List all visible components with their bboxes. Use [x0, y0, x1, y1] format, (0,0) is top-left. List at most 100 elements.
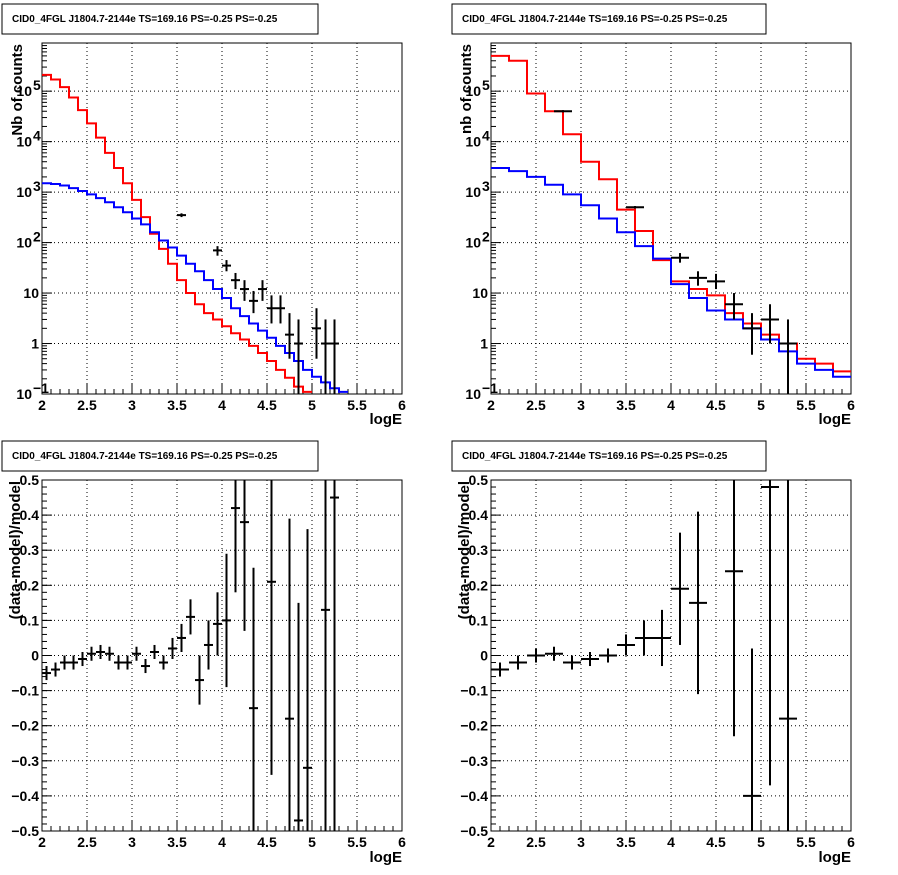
- data-point: [240, 480, 249, 631]
- y-axis-label: nb of counts: [458, 44, 475, 134]
- x-tick-label: 5.5: [796, 834, 816, 850]
- y-tick-label: 10: [16, 83, 32, 99]
- x-tick-label: 5.5: [347, 397, 367, 413]
- data-point: [114, 655, 123, 670]
- y-tick-exponent: −1: [33, 380, 49, 396]
- data-point: [240, 280, 249, 301]
- data-point: [635, 620, 653, 656]
- data-point: [195, 655, 204, 705]
- y-tick-label: −0.1: [460, 683, 488, 699]
- data-point: [563, 655, 581, 670]
- y-tick-label: 0.1: [469, 612, 489, 628]
- x-tick-label: 6: [847, 834, 855, 850]
- data-point: [581, 651, 599, 667]
- data-point: [491, 662, 509, 677]
- data-point: [689, 511, 707, 695]
- y-tick-label: 10: [16, 184, 32, 200]
- x-tick-label: 2: [487, 834, 495, 850]
- x-tick-label: 2: [487, 397, 495, 413]
- data-point: [312, 308, 321, 359]
- x-tick-label: 3.5: [616, 834, 636, 850]
- y-tick-label: 10: [465, 386, 481, 402]
- y-tick-label: 10: [16, 386, 32, 402]
- y-tick-label: 10: [472, 285, 488, 301]
- y-tick-label: 0.4: [20, 507, 40, 523]
- y-tick-label: 0.2: [469, 577, 489, 593]
- title-box: [1, 440, 319, 472]
- data-point: [231, 480, 240, 593]
- plot-area: 2 2.5 3 3.5 4 4.5 5 5.5 6 −0.5 −0.4 −0.3 −0.2 −0.1 0 0.…: [11, 472, 406, 850]
- data-point: [285, 313, 294, 359]
- y-tick-label: −0.4: [460, 788, 488, 804]
- panel-counts-right: CID0_4FGL J1804.7-2144e TS=169.16 PS=-0.…: [451, 3, 855, 428]
- data-point: [186, 599, 195, 635]
- data-point: [249, 567, 258, 831]
- y-tick-exponent: 5: [482, 77, 490, 93]
- data-point: [51, 662, 60, 677]
- x-tick-label: 4.5: [257, 397, 277, 413]
- y-tick-label: −0.1: [11, 683, 39, 699]
- y-tick-label: 0.2: [20, 577, 40, 593]
- data-point: [177, 623, 186, 652]
- chart-title: CID0_4FGL J1804.7-2144e TS=169.16 PS=-0.…: [462, 14, 728, 25]
- panel-counts-left: CID0_4FGL J1804.7-2144e TS=169.16 PS=-0.…: [1, 3, 406, 428]
- data-point: [671, 532, 689, 645]
- data-point: [294, 319, 303, 394]
- data-point: [132, 646, 141, 661]
- x-tick-label: 4.5: [706, 397, 726, 413]
- data-point: [105, 646, 114, 661]
- chart-title: CID0_4FGL J1804.7-2144e TS=169.16 PS=-0.…: [462, 451, 728, 462]
- x-tick-label: 5: [308, 397, 316, 413]
- y-axis-label: (data-model)/model: [7, 481, 24, 619]
- y-tick-label: 10: [16, 134, 32, 150]
- model-total-line: [42, 73, 312, 393]
- y-tick-exponent: −1: [482, 380, 498, 396]
- y-tick-label: 1: [480, 336, 488, 352]
- data-point: [231, 272, 240, 290]
- y-tick-label: 0.5: [20, 472, 40, 488]
- data-point: [87, 646, 96, 661]
- y-tick-label: 0: [31, 648, 39, 664]
- data-point: [321, 319, 330, 394]
- data-point: [141, 659, 150, 674]
- y-tick-label: −0.3: [460, 753, 488, 769]
- data-point: [60, 655, 69, 670]
- x-tick-label: 4.5: [257, 834, 277, 850]
- data-point: [617, 634, 635, 656]
- y-tick-label: 10: [16, 235, 32, 251]
- x-tick-label: 2.5: [77, 834, 97, 850]
- data-point: [276, 295, 285, 324]
- data-point: [321, 480, 330, 831]
- data-point: [222, 553, 231, 688]
- x-tick-label: 5: [757, 834, 765, 850]
- x-tick-label: 3.5: [167, 397, 187, 413]
- data-point: [213, 246, 222, 256]
- x-tick-label: 2.5: [77, 397, 97, 413]
- x-tick-label: 4: [218, 397, 226, 413]
- data-point: [761, 480, 779, 786]
- y-axis-label: Nb of counts: [9, 44, 26, 136]
- y-tick-label: −0.2: [460, 718, 488, 734]
- x-tick-label: 5: [308, 834, 316, 850]
- data-point: [96, 644, 105, 660]
- x-tick-label: 3.5: [616, 397, 636, 413]
- data-point: [168, 637, 177, 660]
- y-tick-label: 10: [465, 134, 481, 150]
- x-tick-label: 4: [218, 834, 226, 850]
- y-tick-exponent: 5: [33, 77, 41, 93]
- x-tick-label: 2.5: [526, 834, 546, 850]
- x-tick-label: 6: [847, 397, 855, 413]
- x-tick-label: 4.5: [706, 834, 726, 850]
- y-tick-label: 0.1: [20, 612, 40, 628]
- x-tick-label: 4: [667, 397, 675, 413]
- data-point: [330, 319, 339, 394]
- data-point: [150, 644, 159, 660]
- data-point: [707, 273, 725, 290]
- data-point: [743, 313, 761, 355]
- data-point: [285, 518, 294, 831]
- x-axis-label: logE: [370, 849, 403, 866]
- y-tick-label: 1: [31, 336, 39, 352]
- data-point: [761, 304, 779, 344]
- y-tick-exponent: 2: [482, 229, 490, 245]
